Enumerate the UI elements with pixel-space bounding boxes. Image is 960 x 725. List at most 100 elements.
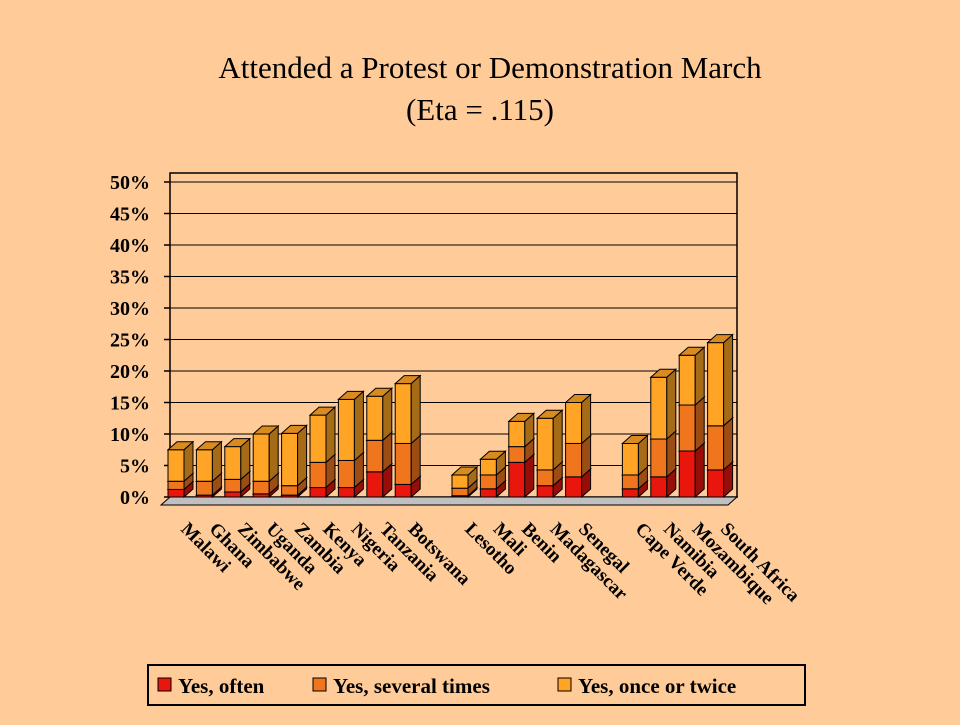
legend-box — [147, 664, 806, 706]
plot-floor — [159, 496, 739, 506]
bar-front — [707, 425, 725, 471]
bar-segment — [564, 393, 592, 445]
legend-swatch — [312, 677, 327, 692]
bar-front — [621, 474, 639, 490]
bar-side — [552, 409, 563, 472]
bar-top — [337, 390, 365, 400]
bar-top — [507, 412, 536, 422]
bar-front — [707, 342, 725, 427]
bar-front — [252, 433, 270, 482]
bar-front — [366, 439, 384, 473]
bar-segment — [621, 434, 649, 477]
bar-front — [167, 449, 185, 482]
bar-segment — [166, 440, 195, 483]
bar-side — [297, 424, 308, 487]
bar-top — [564, 394, 592, 403]
bar-front — [309, 414, 327, 463]
bar-front — [678, 404, 696, 452]
bar-front — [252, 480, 270, 495]
bar-front — [366, 471, 384, 498]
bar-front — [224, 446, 242, 480]
y-tick-label: 20% — [110, 361, 150, 383]
bar-top — [166, 441, 195, 451]
legend-label: Yes, several times — [333, 674, 490, 698]
y-tick-label: 40% — [110, 235, 150, 257]
bar-side — [694, 346, 705, 407]
bar-side — [325, 405, 336, 464]
bar-front — [167, 480, 185, 490]
bar-top — [365, 387, 394, 397]
bar-segment — [251, 424, 280, 483]
bar-front — [224, 478, 242, 493]
bar-segment — [365, 387, 394, 442]
legend-label: Yes, once or twice — [578, 674, 736, 698]
bar-segment — [535, 409, 564, 472]
bar-segment — [649, 368, 678, 441]
bar-front — [678, 450, 696, 498]
bar-front — [337, 398, 355, 461]
bar-top — [479, 450, 507, 460]
bar-segment — [195, 440, 223, 483]
bar-top — [621, 434, 649, 444]
bar-front — [479, 458, 497, 476]
bar-front — [536, 417, 554, 471]
y-tick-label: 10% — [110, 424, 150, 446]
bar-front — [508, 420, 526, 448]
bar-side — [723, 416, 734, 472]
bar-front — [451, 487, 469, 497]
bar-front — [281, 432, 299, 487]
bar-front — [281, 485, 299, 496]
bar-segment — [677, 346, 706, 407]
bar-segment — [450, 465, 479, 490]
bar-side — [666, 368, 677, 441]
bar-front — [565, 402, 583, 444]
bar-segment — [308, 405, 337, 464]
bar-front — [337, 459, 355, 489]
y-tick-label: 25% — [110, 330, 150, 352]
bar-front — [536, 469, 554, 487]
bar-front — [309, 461, 327, 489]
bar-top — [535, 409, 564, 419]
bar-top — [393, 375, 422, 385]
chart-title: Attended a Protest or Demonstration Marc… — [218, 50, 762, 85]
bar-top — [195, 441, 223, 451]
legend-swatch — [157, 677, 172, 692]
y-tick-label: 50% — [110, 172, 150, 194]
bar-front — [536, 485, 554, 498]
bar-front — [650, 376, 668, 440]
bar-front — [394, 483, 412, 498]
bar-front — [394, 442, 412, 485]
bar-side — [268, 424, 279, 483]
bar-front — [621, 442, 639, 476]
bar-top — [450, 466, 479, 476]
bar-front — [195, 480, 213, 496]
bar-segment — [479, 450, 507, 477]
legend-swatch — [557, 677, 572, 692]
bar-front — [451, 474, 469, 489]
y-tick-label: 15% — [110, 393, 150, 415]
bar-front — [309, 487, 327, 498]
bar-front — [508, 461, 526, 498]
bar-front — [565, 476, 583, 498]
bar-front — [621, 488, 639, 498]
chart-subtitle: (Eta = .115) — [406, 92, 554, 127]
bar-front — [650, 438, 668, 478]
legend-label: Yes, often — [178, 674, 265, 698]
bar-top — [251, 425, 280, 435]
bar-side — [353, 390, 364, 462]
bar-top — [649, 368, 678, 378]
bar-side — [410, 374, 421, 445]
bar-front — [366, 395, 384, 441]
y-tick-label: 5% — [120, 456, 150, 478]
bar-side — [694, 441, 705, 499]
bar-top — [308, 406, 337, 416]
y-tick-label: 0% — [120, 487, 150, 509]
bar-segment — [706, 333, 734, 427]
bar-side — [694, 395, 705, 453]
bar-side — [723, 333, 734, 427]
y-tick-label: 45% — [110, 204, 150, 226]
bar-front — [565, 442, 583, 478]
bar-front — [394, 383, 412, 444]
bar-front — [508, 446, 526, 463]
